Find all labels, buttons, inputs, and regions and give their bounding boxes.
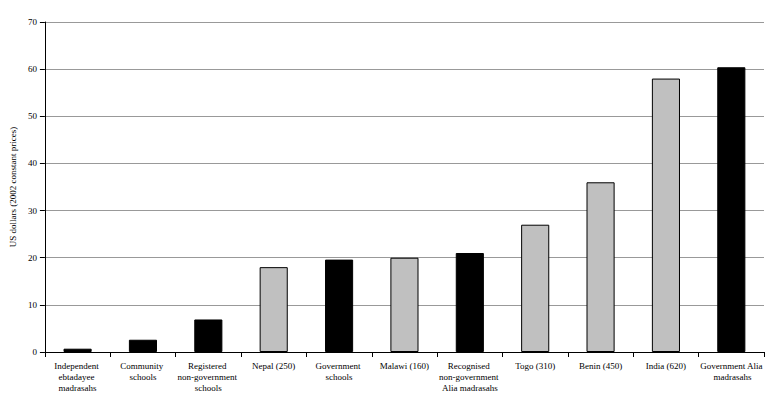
- svg-text:30: 30: [28, 206, 38, 216]
- svg-text:Recognised: Recognised: [448, 361, 492, 371]
- svg-text:10: 10: [28, 300, 38, 310]
- svg-text:Government: Government: [315, 361, 362, 371]
- svg-text:Nepal (250): Nepal (250): [252, 361, 295, 371]
- svg-text:50: 50: [28, 111, 38, 121]
- svg-text:non-government: non-government: [439, 372, 501, 382]
- svg-text:schools: schools: [195, 383, 222, 393]
- svg-text:Benin (450): Benin (450): [579, 361, 622, 371]
- svg-text:madrasahs: madrasahs: [711, 372, 752, 382]
- svg-text:40: 40: [28, 158, 38, 168]
- svg-text:Malawi (160): Malawi (160): [380, 361, 429, 371]
- svg-text:ebtadayee: ebtadayee: [58, 372, 96, 382]
- svg-text:US dollars (2002 constant pric: US dollars (2002 constant prices): [8, 127, 18, 247]
- svg-text:20: 20: [28, 253, 38, 263]
- svg-text:Togo (310): Togo (310): [515, 361, 555, 371]
- svg-text:Alia madrasahs: Alia madrasahs: [442, 383, 498, 393]
- svg-text:Government Alia: Government Alia: [700, 361, 762, 371]
- svg-text:Registered: Registered: [188, 361, 229, 371]
- svg-text:schools: schools: [326, 372, 353, 382]
- svg-text:70: 70: [28, 17, 38, 27]
- svg-text:non-government: non-government: [177, 372, 239, 382]
- svg-text:0: 0: [32, 347, 37, 357]
- svg-text:madrasahs: madrasahs: [59, 383, 97, 393]
- svg-text:60: 60: [28, 64, 38, 74]
- svg-text:India (620): India (620): [646, 361, 686, 371]
- svg-text:Community: Community: [120, 361, 165, 371]
- svg-text:Independent: Independent: [54, 361, 101, 371]
- svg-text:schools: schools: [129, 372, 156, 382]
